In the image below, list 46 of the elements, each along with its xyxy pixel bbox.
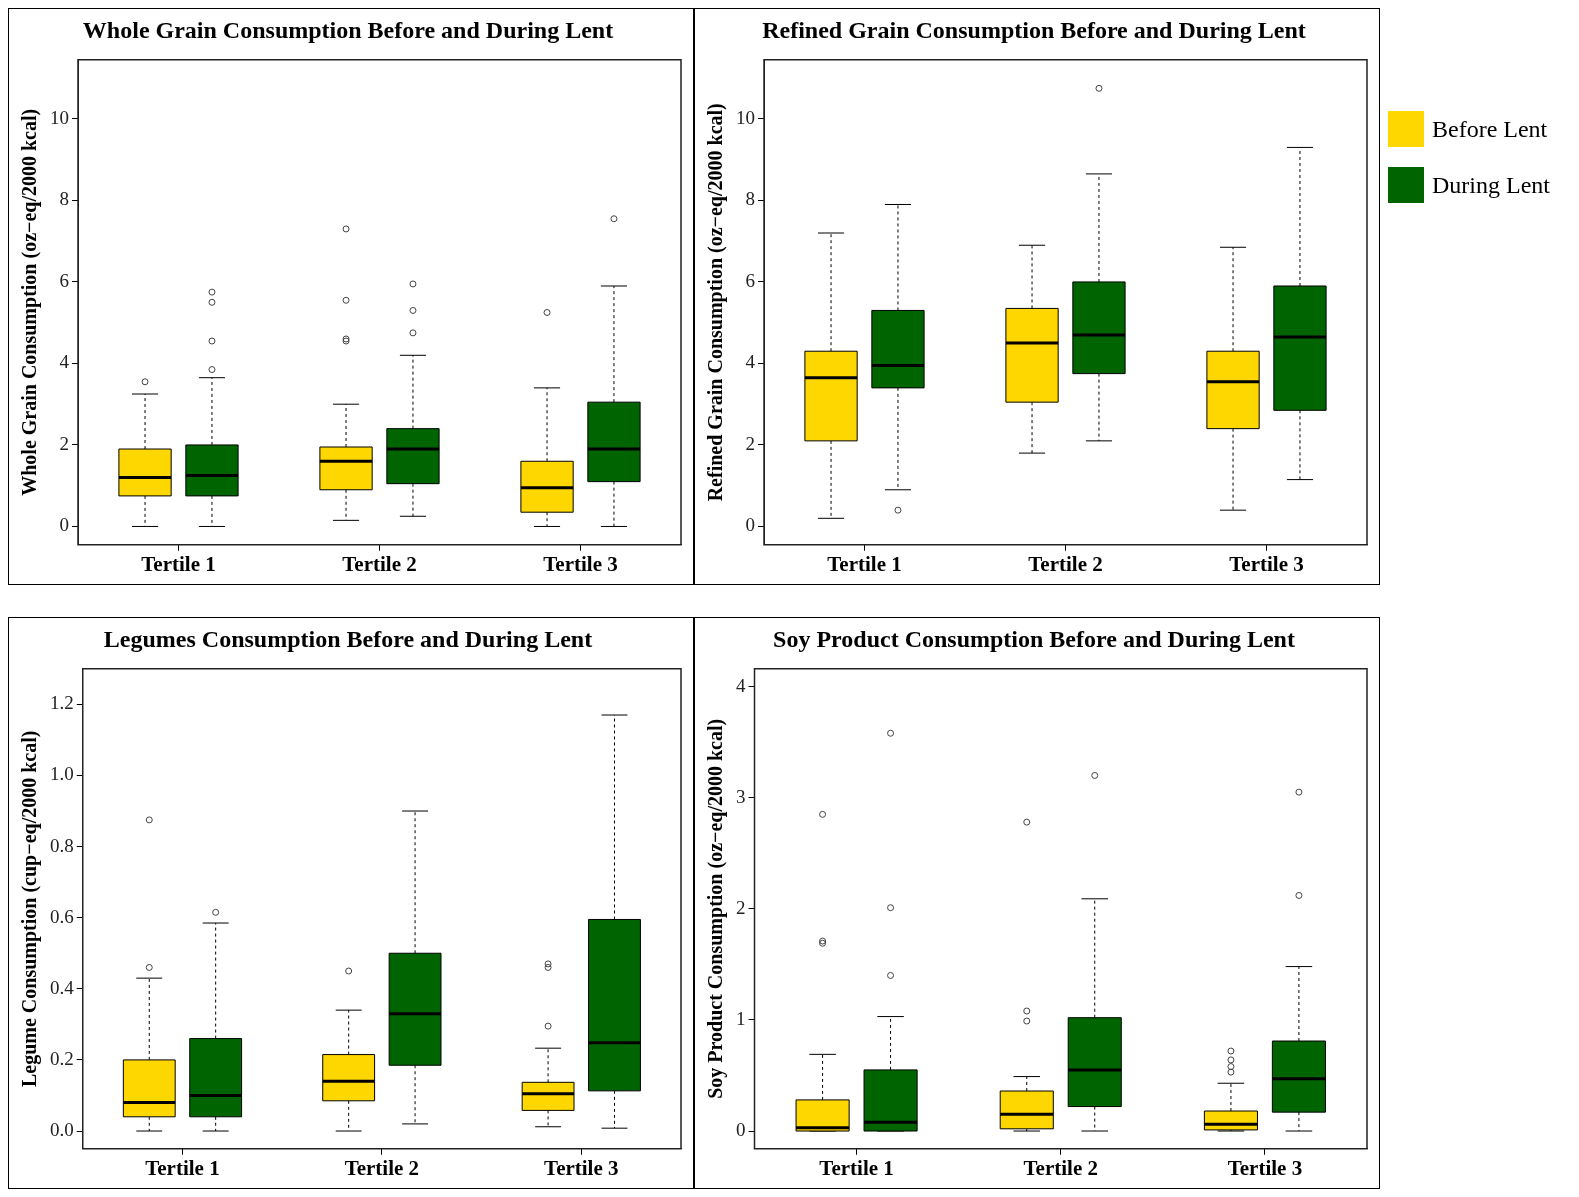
y-tick-label: 0 xyxy=(59,514,69,536)
y-tick-label: 3 xyxy=(736,785,746,807)
y-axis-title: Soy Product Consumption (oz−eq/2000 kcal) xyxy=(704,718,728,1099)
y-tick-label: 0.0 xyxy=(50,1119,74,1141)
x-tick-label: Tertile 1 xyxy=(141,551,216,576)
x-tick-label: Tertile 3 xyxy=(1227,1155,1303,1180)
x-tick-label: Tertile 2 xyxy=(344,1155,420,1180)
x-tick-label: Tertile 2 xyxy=(1028,551,1103,576)
y-tick-label: 0 xyxy=(745,514,755,536)
y-tick-label: 6 xyxy=(745,269,755,291)
y-axis-title: Legume Consumption (cup−eq/2000 kcal) xyxy=(18,730,42,1088)
legend-label: During Lent xyxy=(1432,171,1550,199)
y-tick-label: 10 xyxy=(50,106,69,128)
x-tick-label: Tertile 3 xyxy=(544,1155,619,1180)
legend-label: Before Lent xyxy=(1432,115,1548,143)
y-tick-label: 0.2 xyxy=(50,1047,74,1069)
y-axis-title: Whole Grain Consumption (oz−eq/2000 kcal) xyxy=(18,108,42,496)
y-tick-label: 2 xyxy=(736,896,746,918)
y-tick-label: 8 xyxy=(59,188,69,210)
y-tick-label: 1 xyxy=(736,1007,746,1029)
y-tick-label: 8 xyxy=(745,188,755,210)
chart-title: Refined Grain Consumption Before and During Lent xyxy=(762,16,1306,43)
y-tick-label: 0.8 xyxy=(50,834,74,856)
x-tick-label: Tertile 3 xyxy=(543,551,618,576)
y-tick-label: 6 xyxy=(59,269,69,291)
x-tick-label: Tertile 1 xyxy=(827,551,902,576)
y-tick-label: 4 xyxy=(745,351,756,373)
x-tick-label: Tertile 2 xyxy=(1023,1155,1098,1180)
y-tick-label: 0.6 xyxy=(50,905,74,927)
y-tick-label: 0.4 xyxy=(50,976,75,998)
y-tick-label: 4 xyxy=(59,351,70,373)
x-tick-label: Tertile 1 xyxy=(145,1155,220,1180)
x-tick-label: Tertile 2 xyxy=(342,551,417,576)
y-tick-label: 1.2 xyxy=(50,692,74,714)
chart-title: Legumes Consumption Before and During Lent xyxy=(103,625,593,652)
x-tick-label: Tertile 1 xyxy=(819,1155,894,1180)
y-tick-label: 2 xyxy=(59,432,69,454)
y-tick-label: 1.0 xyxy=(50,763,74,785)
chart-title: Whole Grain Consumption Before and During Lent xyxy=(82,16,614,43)
y-tick-label: 4 xyxy=(736,674,746,696)
chart-title: Soy Product Consumption Before and During Lent xyxy=(773,625,1295,652)
y-tick-label: 0 xyxy=(736,1119,746,1141)
x-tick-label: Tertile 3 xyxy=(1229,551,1304,576)
y-tick-label: 10 xyxy=(736,106,755,128)
y-tick-label: 2 xyxy=(745,432,755,454)
y-axis-title: Refined Grain Consumption (oz−eq/2000 kcal) xyxy=(704,103,728,502)
